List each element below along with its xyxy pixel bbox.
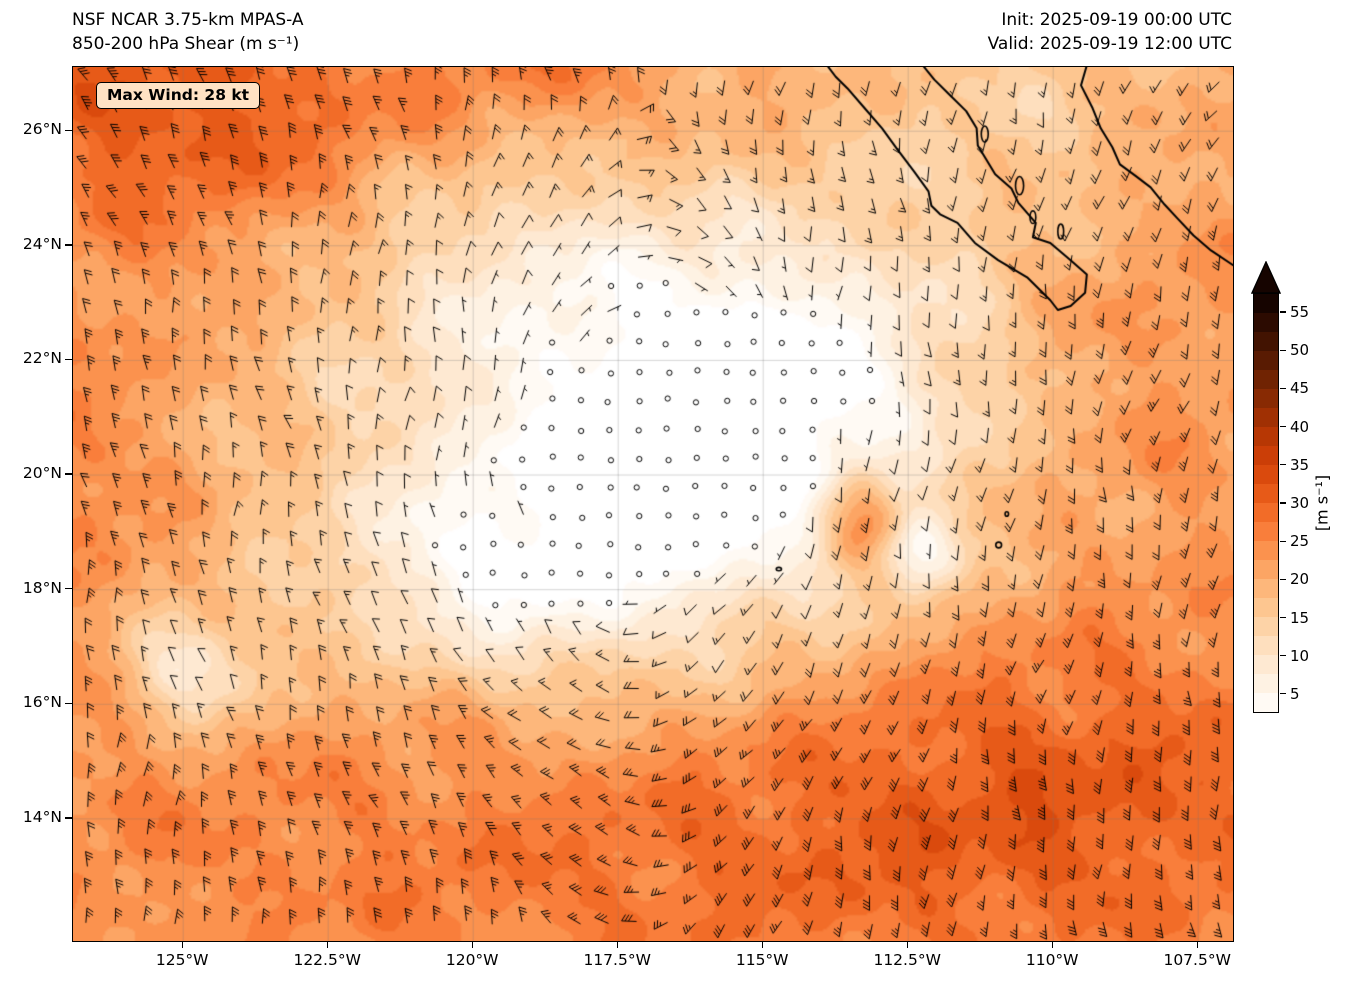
y-tick [65,473,72,475]
x-tick-label: 115°W [735,951,789,969]
y-tick-label: 18°N [22,578,62,597]
y-tick-label: 16°N [22,693,62,712]
x-tick [1196,941,1198,948]
colorbar-tick [1280,655,1286,657]
y-tick [65,702,72,704]
x-tick-label: 125°W [155,951,209,969]
shear-map-canvas [73,67,1233,941]
colorbar-tick-label: 55 [1290,303,1310,322]
colorbar-tick-label: 25 [1290,532,1310,551]
y-tick-label: 24°N [22,234,62,253]
y-tick [65,588,72,590]
valid-time: Valid: 2025-09-19 12:00 UTC [987,34,1232,54]
colorbar-tick-label: 35 [1290,455,1310,474]
x-tick [616,941,618,948]
x-tick-label: 117.5°W [583,951,651,969]
y-tick [65,129,72,131]
colorbar-tick-label: 50 [1290,341,1310,360]
x-tick [761,941,763,948]
colorbar-tick [1280,578,1286,580]
x-tick [1051,941,1053,948]
colorbar-tick [1280,502,1286,504]
x-tick [906,941,908,948]
colorbar-tick-label: 45 [1290,379,1310,398]
y-tick-label: 26°N [22,120,62,139]
y-tick-label: 20°N [22,464,62,483]
colorbar-tick [1280,540,1286,542]
model-title: NSF NCAR 3.75-km MPAS-A [72,10,304,30]
x-tick [326,941,328,948]
max-wind-badge: Max Wind: 28 kt [96,82,261,109]
colorbar-unit-label: [m s⁻¹] [1312,474,1332,532]
colorbar-tick [1280,387,1286,390]
colorbar-tick [1280,616,1286,619]
map-plot-area: Max Wind: 28 kt [72,66,1234,942]
colorbar-tick-label: 20 [1290,570,1310,589]
colorbar-tick [1280,349,1286,351]
colorbar-tick-label: 30 [1290,494,1310,512]
colorbar-tick-label: 15 [1290,608,1310,627]
x-tick-label: 112.5°W [873,951,941,969]
x-tick-label: 120°W [445,951,499,969]
y-tick [65,358,72,361]
y-tick [65,244,72,246]
y-tick [65,817,72,819]
colorbar-tick [1280,693,1286,695]
y-tick-label: 22°N [22,349,62,368]
x-tick [181,941,183,948]
x-tick-label: 107.5°W [1163,951,1231,969]
colorbar-tick [1280,311,1286,313]
colorbar-tick-label: 10 [1290,646,1310,665]
colorbar-gradient [1253,293,1279,713]
colorbar-tick [1280,464,1286,466]
y-tick-label: 14°N [22,807,62,826]
x-tick [471,941,473,948]
colorbar-tick-label: 40 [1290,417,1310,436]
colorbar-tick [1280,426,1286,428]
colorbar-extend-triangle [1251,261,1281,294]
init-time: Init: 2025-09-19 00:00 UTC [1001,10,1232,30]
x-tick-label: 122.5°W [293,951,361,969]
colorbar-tick-label: 5 [1290,684,1300,703]
x-tick-label: 110°W [1025,951,1079,969]
plot-title: 850-200 hPa Shear (m s⁻¹) [72,34,300,54]
